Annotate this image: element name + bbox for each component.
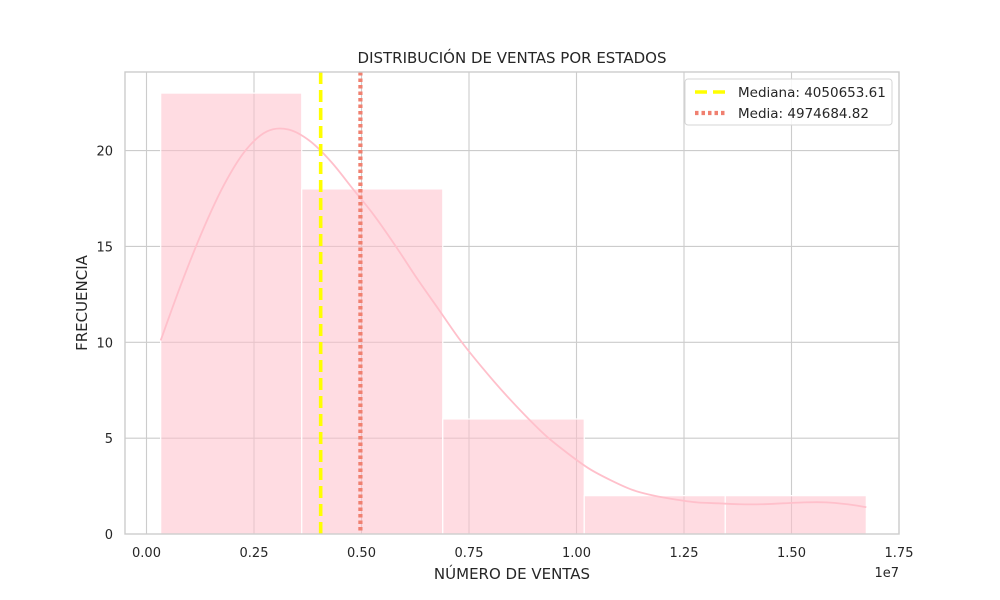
y-tick-label: 5 xyxy=(105,432,113,447)
plot-frame xyxy=(124,71,900,535)
chart-title: DISTRIBUCIÓN DE VENTAS POR ESTADOS xyxy=(358,48,667,67)
x-axis-label: NÚMERO DE VENTAS xyxy=(434,564,590,583)
histogram-bar-1 xyxy=(160,92,303,535)
histogram-bar-5 xyxy=(724,495,867,535)
x-tick-label: 0.75 xyxy=(455,546,484,561)
x-tick-label: 1.75 xyxy=(885,546,914,561)
histogram-bar-4 xyxy=(583,495,726,535)
y-tick-label: 15 xyxy=(96,240,113,255)
kde-curve xyxy=(159,127,867,509)
x-tick-label: 1.00 xyxy=(562,546,591,561)
y-tick-label: 0 xyxy=(105,528,113,543)
x-tick-label: 0.00 xyxy=(132,546,161,561)
x-tick-label: 0.25 xyxy=(240,546,269,561)
legend-box xyxy=(684,78,893,126)
y-tick-label: 10 xyxy=(96,336,113,351)
legend-mean-label: Media: 4974684.82 xyxy=(738,106,869,122)
histogram-bar-2 xyxy=(301,188,444,535)
x-offset-label: 1e7 xyxy=(874,566,899,581)
x-tick-label: 1.50 xyxy=(777,546,806,561)
y-tick-label: 20 xyxy=(96,145,113,160)
x-tick-label: 1.25 xyxy=(670,546,699,561)
histogram-bar-3 xyxy=(442,418,585,535)
x-tick-label: 0.50 xyxy=(347,546,376,561)
y-axis-label: FRECUENCIA xyxy=(73,254,91,351)
legend-median-label: Mediana: 4050653.61 xyxy=(738,85,886,101)
